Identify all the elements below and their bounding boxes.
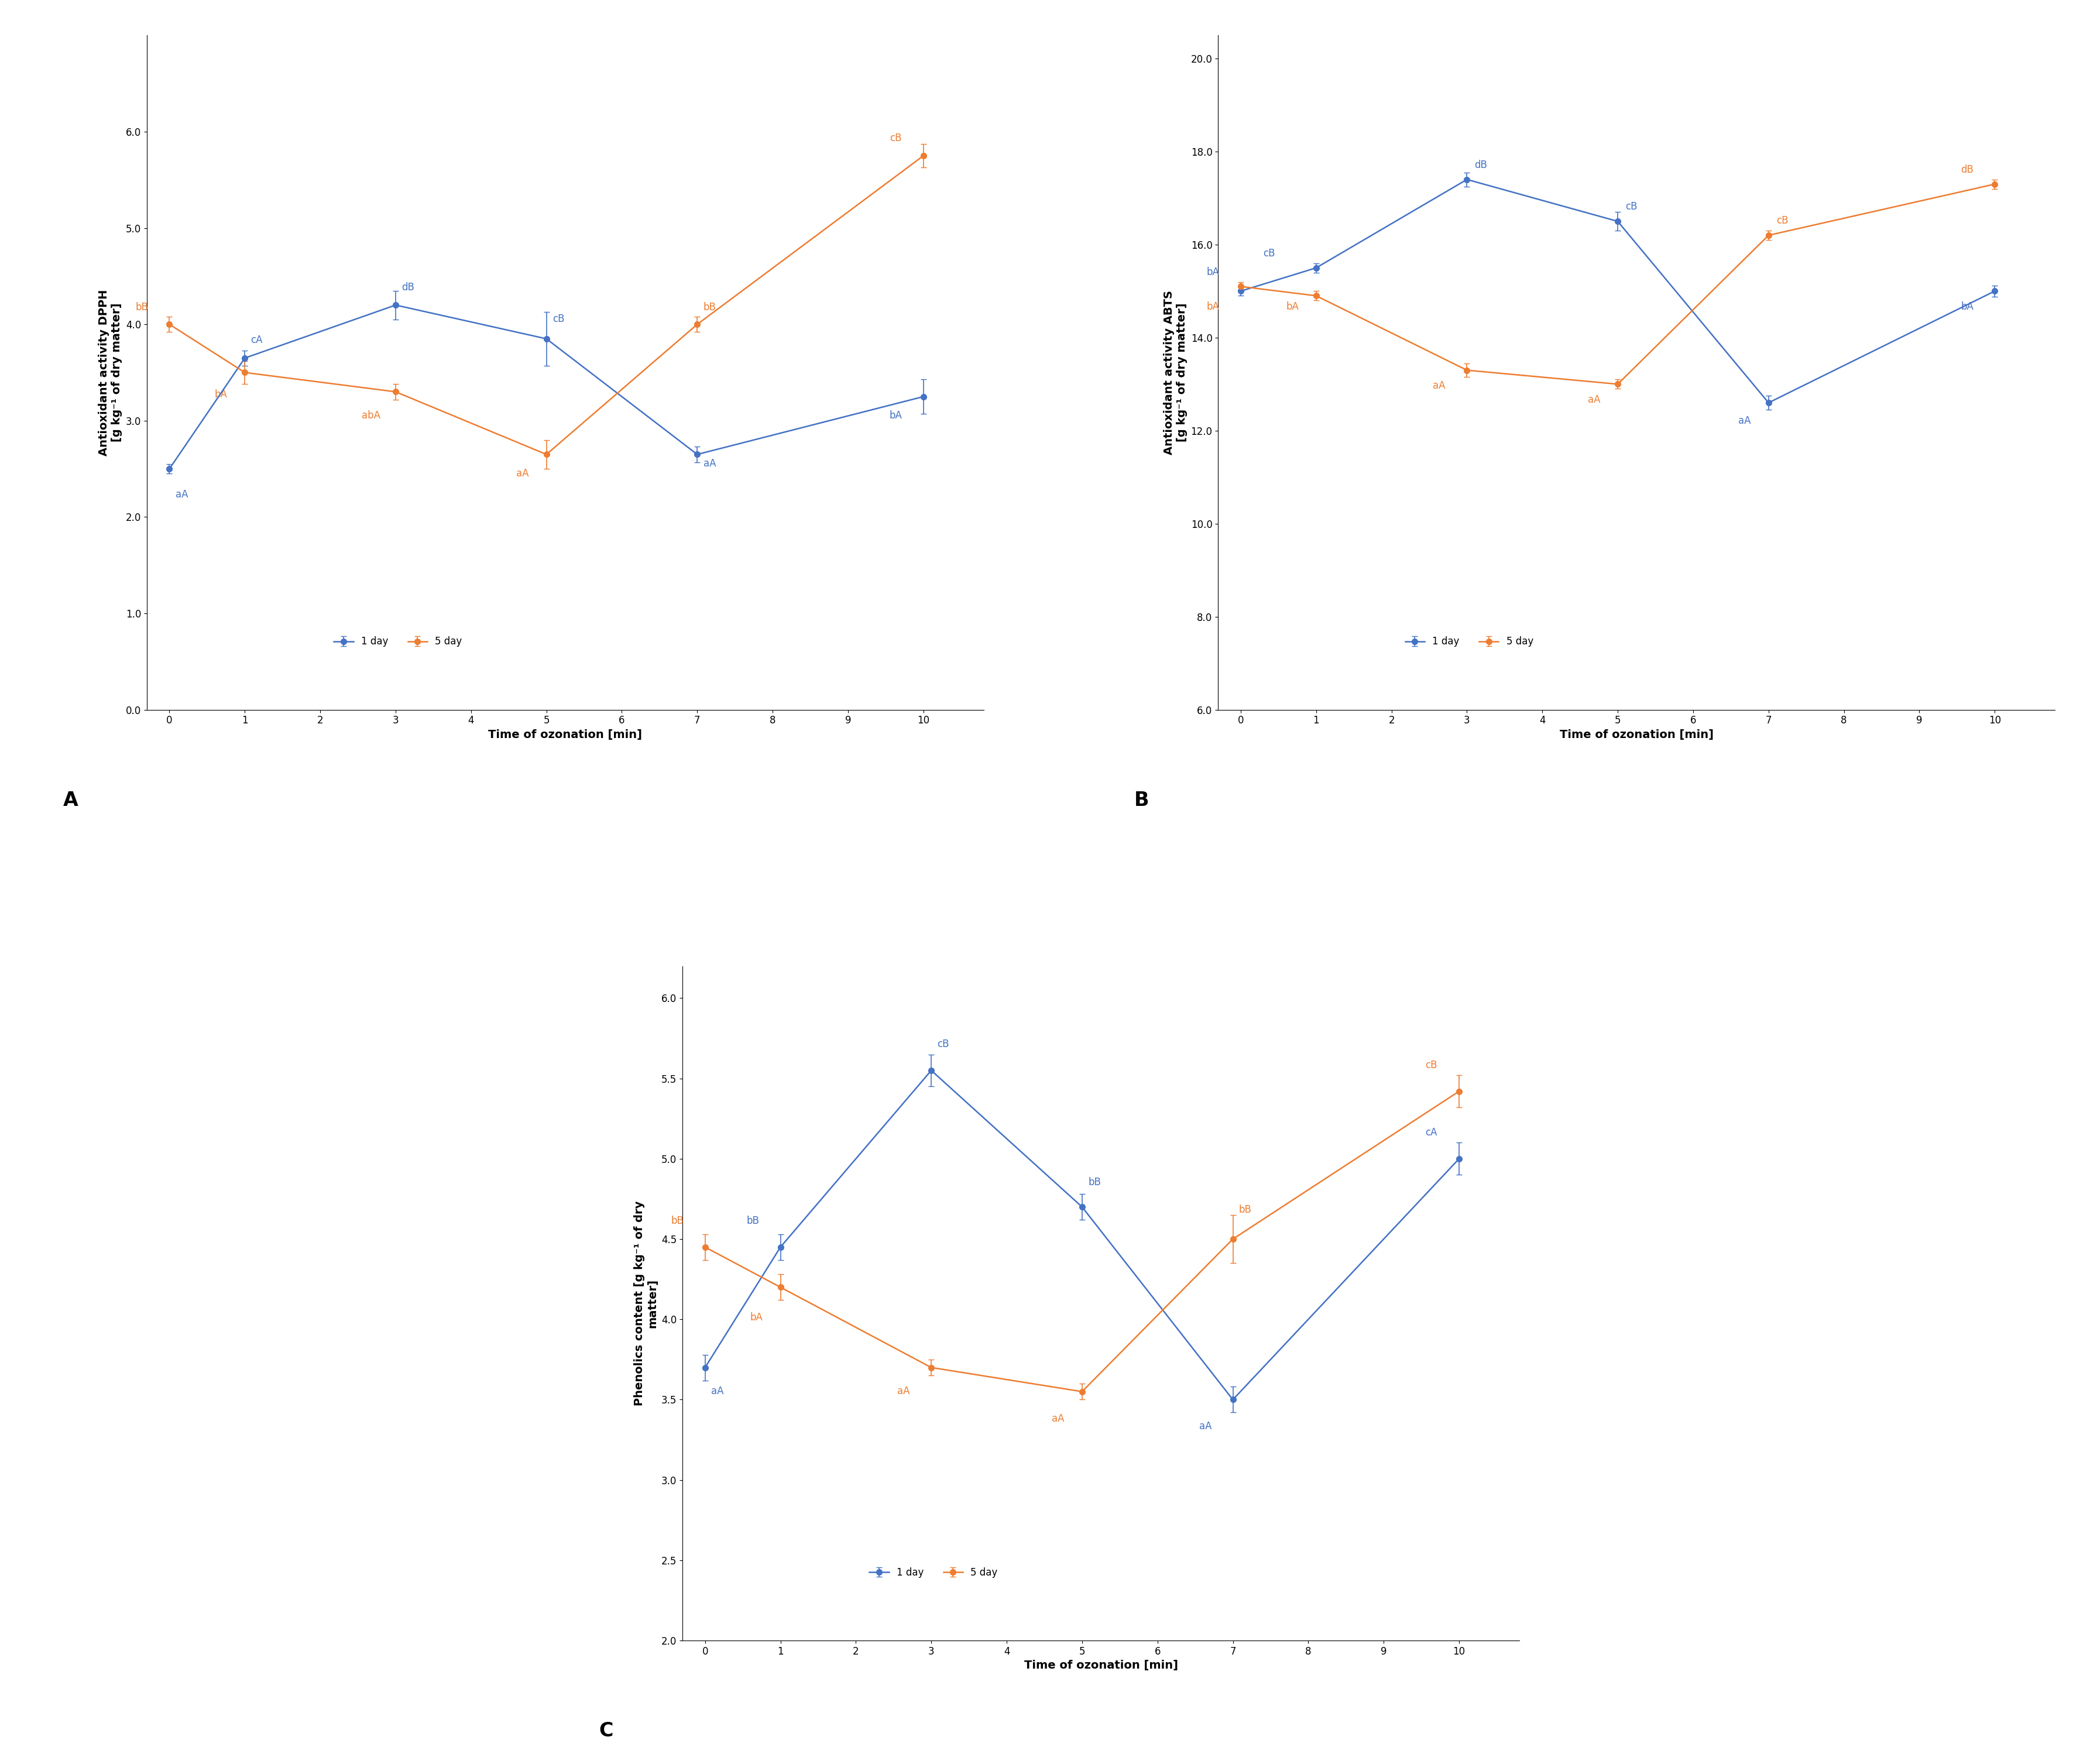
X-axis label: Time of ozonation [min]: Time of ozonation [min] bbox=[1560, 729, 1713, 741]
Text: C: C bbox=[600, 1722, 612, 1741]
Text: bB: bB bbox=[136, 302, 149, 312]
X-axis label: Time of ozonation [min]: Time of ozonation [min] bbox=[489, 729, 642, 741]
Text: bA: bA bbox=[889, 411, 902, 420]
Text: cA: cA bbox=[1426, 1127, 1436, 1138]
Text: dB: dB bbox=[1961, 164, 1973, 175]
Text: bA: bA bbox=[214, 388, 226, 399]
Text: aA: aA bbox=[898, 1387, 910, 1397]
Text: aA: aA bbox=[1053, 1413, 1065, 1424]
Text: aA: aA bbox=[1199, 1422, 1212, 1432]
Text: cB: cB bbox=[889, 132, 902, 143]
Legend: 1 day, 5 day: 1 day, 5 day bbox=[866, 1563, 1002, 1582]
Text: cB: cB bbox=[1776, 215, 1789, 226]
Text: dB: dB bbox=[1474, 159, 1487, 169]
Text: bA: bA bbox=[1285, 302, 1298, 312]
Text: cB: cB bbox=[1426, 1060, 1436, 1071]
Text: aA: aA bbox=[1738, 416, 1751, 427]
Text: A: A bbox=[63, 790, 78, 810]
Text: aA: aA bbox=[516, 467, 528, 478]
Y-axis label: Antioxidant activity DPPH
[g kg⁻¹ of dry matter]: Antioxidant activity DPPH [g kg⁻¹ of dry… bbox=[99, 289, 122, 455]
Y-axis label: Phenolics content [g kg⁻¹ of dry
matter]: Phenolics content [g kg⁻¹ of dry matter] bbox=[633, 1201, 658, 1406]
Text: bA: bA bbox=[1206, 266, 1220, 277]
Y-axis label: Antioxidant activity ABTS
[g kg⁻¹ of dry matter]: Antioxidant activity ABTS [g kg⁻¹ of dry… bbox=[1164, 291, 1187, 455]
Text: bB: bB bbox=[671, 1215, 684, 1226]
Text: dB: dB bbox=[403, 282, 415, 293]
Text: cB: cB bbox=[1625, 201, 1638, 212]
Text: aA: aA bbox=[1587, 395, 1600, 406]
Legend: 1 day, 5 day: 1 day, 5 day bbox=[1401, 633, 1537, 651]
Text: bB: bB bbox=[1239, 1205, 1252, 1215]
Text: bA: bA bbox=[1206, 302, 1220, 312]
Text: abA: abA bbox=[361, 411, 380, 420]
Text: aA: aA bbox=[176, 489, 189, 499]
Text: bA: bA bbox=[1961, 302, 1973, 312]
Text: bB: bB bbox=[747, 1215, 759, 1226]
Text: bB: bB bbox=[702, 302, 715, 312]
Text: cB: cB bbox=[1262, 249, 1275, 259]
Legend: 1 day, 5 day: 1 day, 5 day bbox=[329, 633, 466, 651]
Text: cB: cB bbox=[937, 1039, 950, 1050]
Text: aA: aA bbox=[702, 459, 715, 469]
Text: cA: cA bbox=[252, 335, 262, 346]
Text: cB: cB bbox=[552, 314, 564, 325]
Text: aA: aA bbox=[1432, 381, 1445, 392]
Text: aA: aA bbox=[711, 1387, 723, 1397]
Text: bB: bB bbox=[1088, 1177, 1101, 1187]
X-axis label: Time of ozonation [min]: Time of ozonation [min] bbox=[1023, 1660, 1179, 1671]
Text: B: B bbox=[1134, 790, 1149, 810]
Text: bA: bA bbox=[751, 1312, 763, 1323]
